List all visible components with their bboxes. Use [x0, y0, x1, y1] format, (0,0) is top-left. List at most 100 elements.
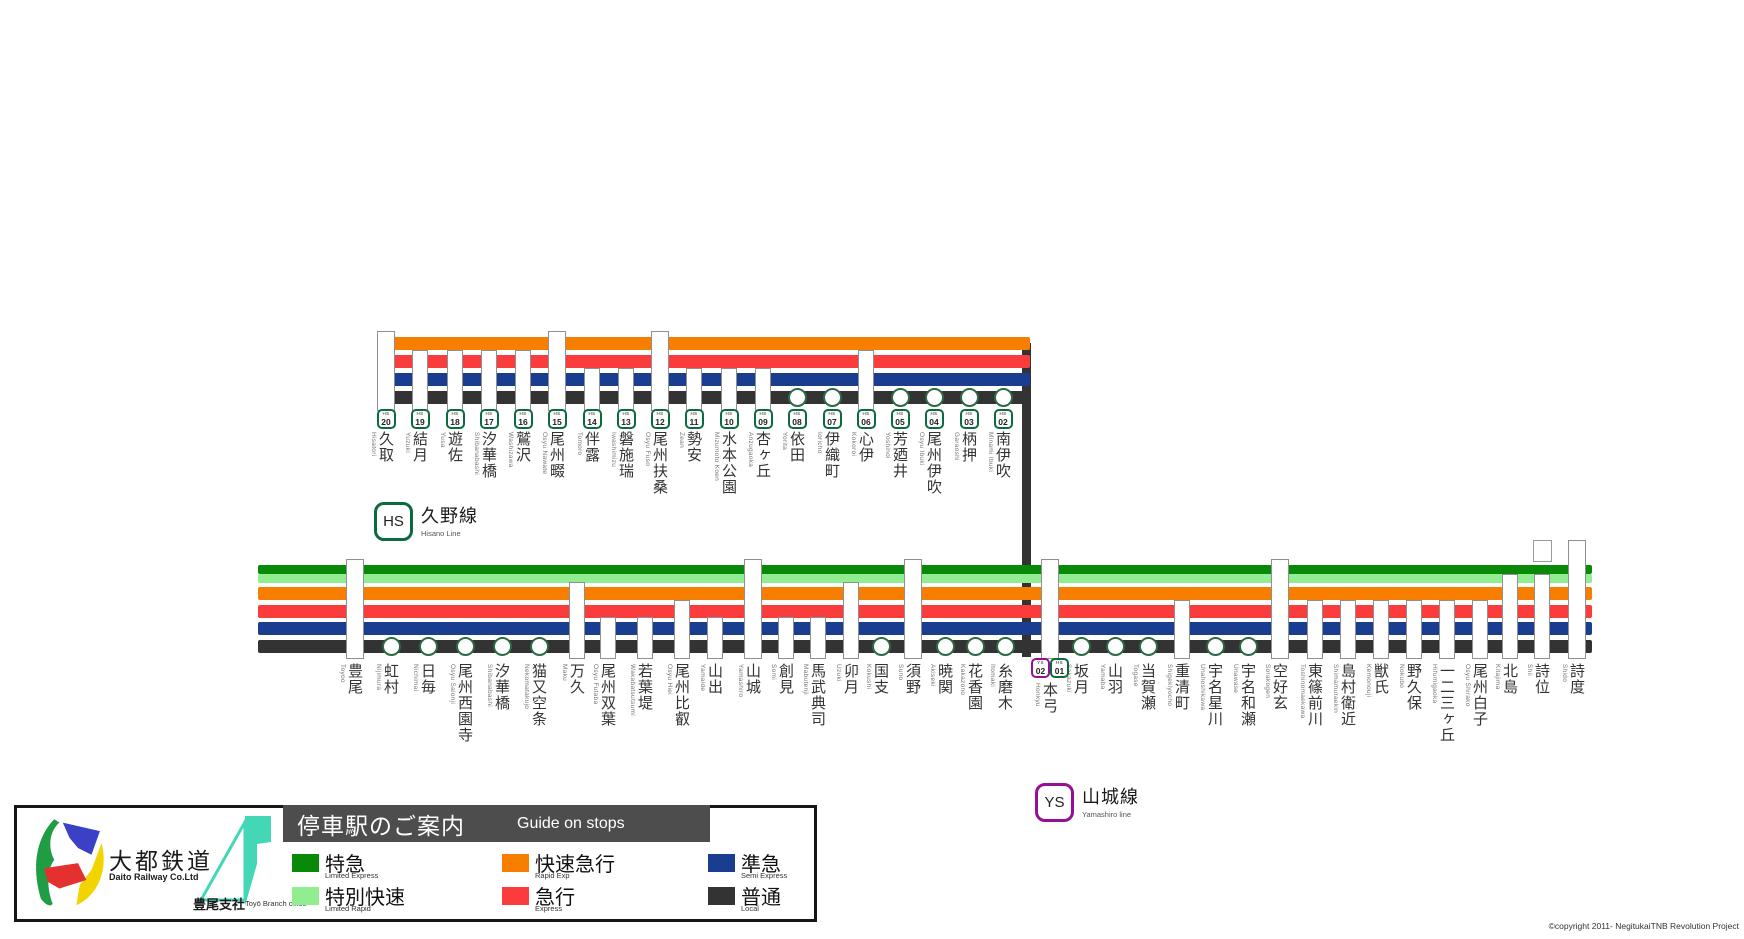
station-romaji: Osyu Shirako	[1464, 664, 1471, 707]
station-romaji: Shimamuraekin	[1332, 664, 1339, 714]
station-number-badge: YS 02	[1031, 658, 1050, 678]
station-number: 18	[450, 416, 460, 427]
station-name: 糸磨木	[996, 663, 1013, 711]
station-marker	[787, 388, 807, 407]
hisano-line-name: 久野線	[421, 506, 478, 526]
legend-panel: 大都鉄道 Daito Railway Co.Ltd 豊尾支社 Toyō Bran…	[14, 805, 817, 922]
company-name-en: Daito Railway Co.Ltd	[109, 872, 199, 882]
station-number: 19	[415, 416, 425, 427]
station-name: 北島	[1501, 663, 1518, 695]
station-romaji: Hisatori	[370, 432, 377, 457]
hisano-line-name-en: Hisano Line	[421, 529, 461, 538]
station-romaji: Yoshinoi	[884, 432, 891, 459]
station-marker	[447, 350, 463, 411]
station-number-badge: HS 05	[890, 409, 910, 429]
station-romaji: Kokoroi	[850, 432, 857, 457]
station-marker	[418, 637, 438, 656]
station-name: 尾州畷	[548, 431, 565, 479]
branch-name: 豊尾支社	[193, 897, 246, 912]
station-marker	[843, 582, 859, 659]
station-line-code: HS	[930, 411, 938, 416]
station-marker	[618, 368, 634, 411]
station-romaji: Mizumoto Koen	[713, 432, 720, 482]
station-number: 02	[998, 416, 1008, 427]
station-romaji: Garaoshi	[953, 432, 960, 461]
station-name: 心伊	[857, 431, 874, 463]
station-line-code: YS	[1037, 660, 1044, 665]
station-marker	[778, 617, 794, 659]
station-line-code: HS	[1055, 660, 1064, 665]
station-romaji: Nekomatakujo	[523, 664, 530, 710]
station-romaji: Maku	[561, 664, 568, 682]
station-marker	[651, 331, 669, 411]
station-romaji: Akiseki	[929, 664, 936, 687]
legend-label-en: Express	[535, 904, 563, 913]
station-name: 南伊吹	[994, 431, 1011, 479]
station-number: 16	[518, 416, 528, 427]
station-number: 01	[1054, 665, 1065, 676]
station-number: 05	[895, 416, 905, 427]
station-romaji: Nokubo	[1398, 664, 1405, 689]
legend-label: 快速急行	[535, 854, 615, 876]
station-name: 山出	[706, 663, 723, 695]
station-name: 豊尾	[346, 663, 363, 695]
station-romaji: Kitajima	[1494, 664, 1501, 690]
yamashiro-line-symbol: YS	[1035, 783, 1074, 822]
copyright-text: ©copyright 2011- NegitukaiTNB Revolution…	[1548, 921, 1739, 931]
station-marker	[935, 637, 955, 656]
hisano-line-logo: HS 久野線 Hisano Line	[374, 502, 478, 541]
legend-title: 停車駅のご案内	[297, 812, 465, 839]
station-marker	[904, 559, 922, 659]
station-note-square	[1532, 540, 1552, 562]
station-name: 宇名星川	[1206, 663, 1223, 727]
station-marker	[548, 331, 566, 411]
station-romaji: Somi	[770, 664, 777, 681]
station-number: 09	[758, 416, 768, 427]
station-number-badge: HS 15	[547, 409, 567, 429]
station-name: 山羽	[1106, 663, 1123, 695]
station-line-code: HS	[965, 411, 973, 416]
station-line-code: HS	[416, 411, 424, 416]
station-marker	[993, 388, 1013, 407]
station-line-code: HS	[588, 411, 596, 416]
legend-label-en: Limited Rapid	[325, 904, 371, 913]
station-marker	[377, 331, 395, 411]
station-romaji: Wakabatsutsumi	[629, 664, 636, 717]
station-romaji: Iwashimizu	[610, 432, 617, 468]
yamashiro-line-name: 山城線	[1082, 787, 1139, 807]
station-number-badge: HS 07	[822, 409, 842, 429]
legend-label-en: Semi Express	[741, 871, 788, 880]
station-name: 杏ヶ丘	[754, 431, 771, 479]
service-band-rapid	[258, 587, 1592, 600]
station-number: 08	[792, 416, 802, 427]
station-marker	[686, 368, 702, 411]
station-marker	[1568, 540, 1586, 659]
station-line-code: HS	[759, 411, 767, 416]
legend-label-en: Local	[741, 904, 759, 913]
station-name: 野久保	[1405, 663, 1422, 711]
station-romaji: Nijimura	[375, 664, 382, 691]
station-number: 07	[827, 416, 837, 427]
station-name: 虹村	[382, 663, 399, 695]
yamashiro-line-name-en: Yamashiro line	[1082, 810, 1132, 819]
service-band-rapid	[377, 337, 1030, 350]
station-marker	[1534, 574, 1550, 659]
station-name: 水本公園	[720, 431, 737, 495]
station-romaji: Osyu Nawate	[541, 432, 548, 475]
station-name: 磐施瑞	[617, 431, 634, 479]
station-number-badge: HS 09	[753, 409, 773, 429]
station-romaji: Unawase	[1232, 664, 1239, 694]
station-marker	[455, 637, 475, 656]
legend-header: 停車駅のご案内 Guide on stops	[283, 805, 710, 842]
station-name: 尾州扶桑	[651, 431, 668, 495]
station-number: 03	[964, 416, 974, 427]
station-number-badge: HS 03	[959, 409, 979, 429]
station-number: 04	[929, 416, 939, 427]
station-marker	[637, 617, 653, 659]
station-romaji: Minami Ibuki	[987, 432, 994, 473]
station-name: 坂月	[1072, 663, 1089, 695]
station-name: 伴露	[583, 431, 600, 463]
station-marker	[810, 617, 826, 659]
station-romaji: Osyu Hiei	[666, 664, 673, 695]
station-line-code: HS	[382, 411, 390, 416]
